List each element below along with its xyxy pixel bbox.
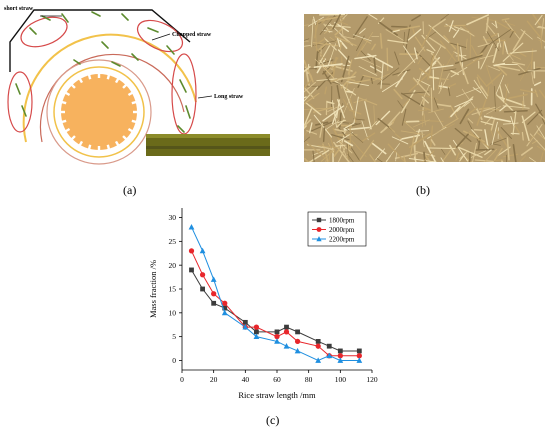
cutter-disc bbox=[57, 70, 141, 154]
series-2200rpm bbox=[188, 223, 363, 363]
straw-texture bbox=[304, 14, 545, 162]
straw-particles bbox=[15, 11, 191, 133]
circle-marker bbox=[199, 272, 206, 278]
panel-label-a: (a) bbox=[123, 183, 137, 197]
chart-axes: 0 20 40 60 80 100 120 0 5 10 15 20 25 30 bbox=[169, 208, 378, 384]
square-marker bbox=[326, 343, 332, 349]
x-tick-label: 80 bbox=[305, 375, 313, 384]
square-marker bbox=[274, 329, 280, 335]
series-1800rpm bbox=[189, 267, 362, 354]
x-tick-label: 100 bbox=[335, 375, 347, 384]
square-marker bbox=[284, 324, 289, 330]
y-tick-label: 0 bbox=[172, 356, 176, 365]
square-marker bbox=[356, 348, 362, 354]
y-tick-label: 5 bbox=[172, 332, 176, 341]
square-marker bbox=[211, 300, 217, 306]
triangle-marker bbox=[326, 352, 333, 359]
triangle-marker bbox=[199, 247, 206, 254]
triangle-marker bbox=[315, 357, 322, 363]
label-short-straw: short straw bbox=[4, 6, 34, 12]
square-marker bbox=[315, 339, 321, 344]
x-tick-label: 60 bbox=[273, 375, 281, 384]
legend-label: 1800rpm bbox=[329, 217, 355, 225]
label-long-straw: Long straw bbox=[214, 94, 244, 100]
x-tick-label: 120 bbox=[366, 375, 378, 384]
y-tick-label: 10 bbox=[169, 308, 177, 317]
series-line bbox=[191, 226, 360, 362]
x-tick-label: 20 bbox=[210, 375, 218, 384]
square-marker bbox=[337, 348, 343, 354]
x-tick-label: 40 bbox=[242, 375, 250, 384]
panel-b-straw-photo bbox=[304, 14, 545, 162]
y-tick-label: 20 bbox=[169, 261, 177, 270]
triangle-marker bbox=[188, 223, 195, 230]
triangle-marker bbox=[337, 357, 344, 363]
square-marker bbox=[295, 329, 300, 335]
legend-label: 2000rpm bbox=[329, 226, 355, 234]
chart-series bbox=[188, 223, 363, 363]
square-marker bbox=[316, 217, 322, 223]
square-marker bbox=[200, 286, 205, 292]
panel-label-b: (b) bbox=[416, 183, 430, 197]
triangle-marker bbox=[294, 347, 301, 354]
square-marker bbox=[254, 329, 259, 335]
circle-marker bbox=[222, 300, 228, 306]
long-straw-bed bbox=[146, 134, 270, 156]
circle-marker bbox=[294, 338, 301, 345]
panel-a-schematic: short straw Chopped straw Long straw bbox=[4, 6, 270, 165]
circle-marker bbox=[316, 227, 322, 232]
label-chopped-straw: Chopped straw bbox=[172, 32, 212, 38]
square-marker bbox=[189, 267, 194, 273]
triangle-marker bbox=[253, 333, 260, 340]
circle-marker bbox=[337, 353, 343, 359]
series-line bbox=[191, 250, 360, 357]
triangle-marker bbox=[356, 357, 363, 363]
legend-label: 2200rpm bbox=[329, 236, 355, 244]
circle-marker bbox=[315, 343, 321, 349]
triangle-marker bbox=[316, 236, 322, 242]
x-axis-label: Rice straw length /mm bbox=[238, 390, 316, 400]
square-marker bbox=[222, 305, 228, 311]
square-marker bbox=[242, 319, 248, 325]
x-tick-label: 0 bbox=[180, 375, 184, 384]
y-axis-label: Mass fraction /% bbox=[148, 260, 158, 318]
y-tick-label: 25 bbox=[169, 237, 177, 246]
circle-marker bbox=[283, 329, 290, 335]
annotation-arrows bbox=[40, 15, 213, 99]
circle-marker bbox=[253, 324, 260, 330]
series-line bbox=[191, 269, 360, 352]
y-tick-label: 15 bbox=[169, 285, 177, 294]
y-tick-label: 30 bbox=[169, 213, 177, 222]
circle-marker bbox=[188, 248, 195, 254]
panel-label-c: (c) bbox=[266, 413, 280, 427]
triangle-marker bbox=[242, 323, 249, 330]
rotor-housing bbox=[9, 9, 197, 165]
panel-c-chart: 0 20 40 60 80 100 120 0 5 10 15 20 25 30 1800rpm2000r… bbox=[148, 208, 378, 400]
circle-marker bbox=[274, 334, 280, 340]
triangle-marker bbox=[221, 309, 228, 316]
circle-marker bbox=[211, 291, 217, 297]
triangle-marker bbox=[274, 338, 280, 344]
triangle-marker bbox=[283, 343, 290, 349]
triangle-marker bbox=[210, 276, 217, 282]
circle-marker bbox=[356, 353, 362, 359]
